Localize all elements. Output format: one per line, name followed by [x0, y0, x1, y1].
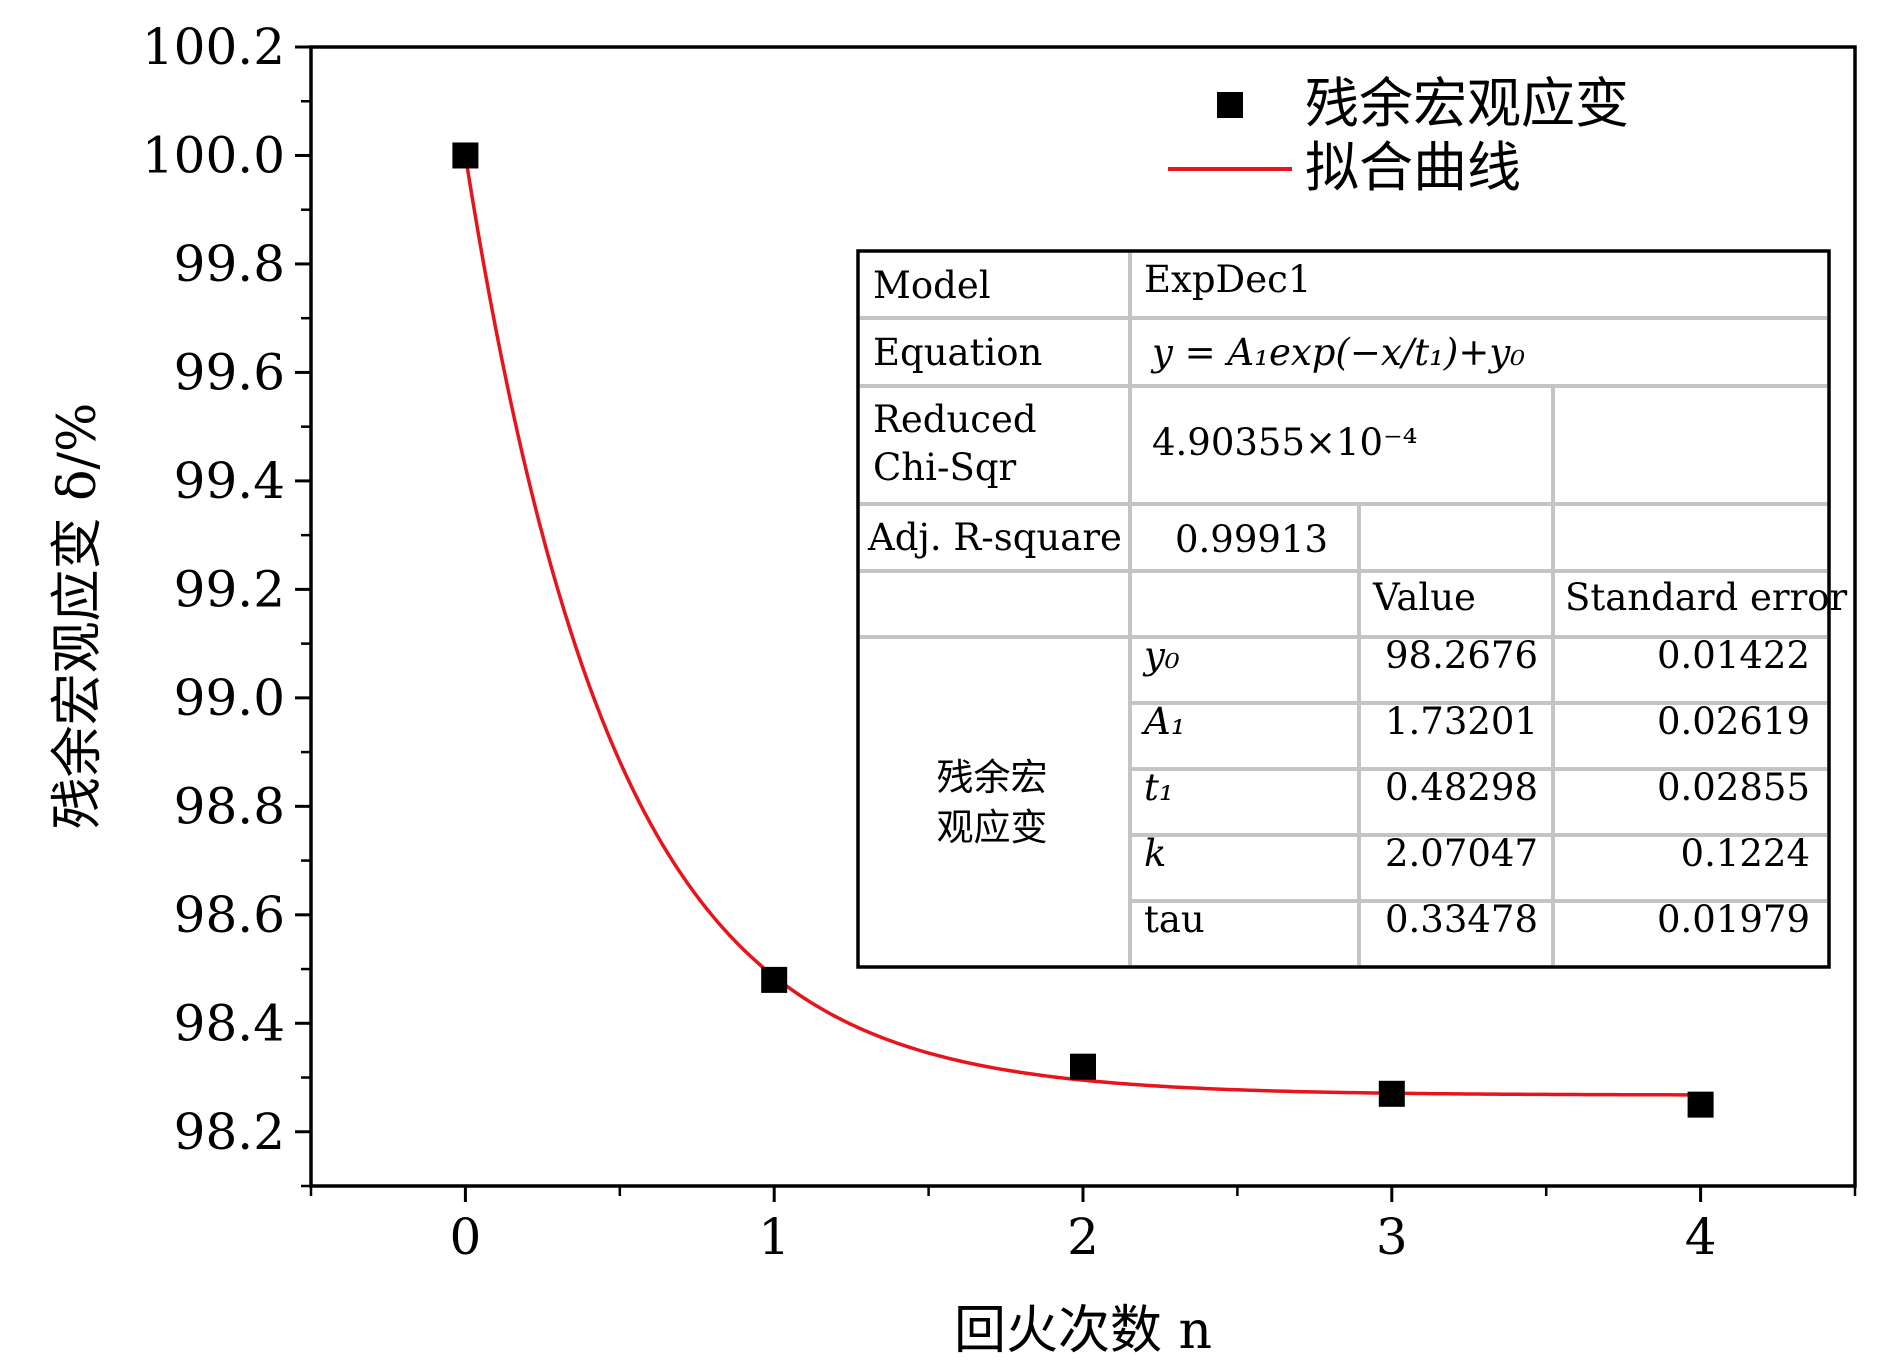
y-tick-label: 98.4: [174, 994, 285, 1052]
data-point: [761, 966, 788, 993]
param-value: 1.73201: [1385, 700, 1538, 743]
y-tick-label: 98.8: [174, 777, 285, 835]
x-tick-label: 2: [1067, 1208, 1099, 1266]
param-error: 0.02855: [1657, 766, 1810, 809]
y-tick-label: 98.2: [174, 1103, 285, 1161]
data-point: [1070, 1053, 1096, 1080]
legend-marker-scatter: [1217, 92, 1243, 118]
y-axis-title: 残余宏观应变 δ/%: [48, 403, 108, 830]
param-name: y₀: [1142, 634, 1180, 677]
y-tick-label: 98.6: [174, 886, 285, 944]
y-tick-label: 99.6: [174, 343, 285, 401]
data-point: [452, 142, 479, 169]
param-name: A₁: [1141, 700, 1186, 743]
param-name: t₁: [1144, 766, 1174, 809]
param-name: k: [1144, 832, 1166, 875]
table-chisq-label-2: Chi-Sqr: [873, 446, 1017, 489]
y-tick-label: 99.8: [174, 235, 285, 293]
table-col-error: Standard error: [1565, 576, 1848, 619]
table-chisq-label: Reduced: [873, 398, 1037, 441]
y-tick-label: 100.2: [142, 18, 285, 76]
y-tick-label: 99.2: [174, 560, 285, 618]
table-equation-value: y = A₁exp(−x/t₁)+y₀: [1150, 331, 1525, 374]
x-tick-label: 3: [1376, 1208, 1408, 1266]
table-chisq-value: 4.90355×10⁻⁴: [1152, 421, 1417, 464]
param-error: 0.1224: [1681, 832, 1810, 875]
y-axis: 98.2 98.4 98.6 98.8 99.0 99.2 99.4 99.6 99.8 100.…: [142, 18, 311, 1188]
table-adjr-label: Adj. R-square: [867, 516, 1122, 559]
fit-curve: [463, 155, 1701, 1097]
x-axis-title: 回火次数 n: [954, 1301, 1212, 1361]
data-point: [1378, 1080, 1405, 1107]
fit-results-table: Model ExpDec1 Equation y = A₁exp(−x/t₁)+…: [856, 249, 1848, 969]
table-adjr-value: 0.99913: [1175, 518, 1328, 561]
y-tick-label: 99.4: [174, 452, 285, 510]
table-model-label: Model: [873, 264, 991, 307]
param-value: 2.07047: [1385, 832, 1538, 875]
param-name: tau: [1144, 898, 1205, 941]
table-equation-label: Equation: [873, 331, 1042, 374]
legend-label-scatter: 残余宏观应变: [1305, 72, 1629, 135]
param-value: 0.48298: [1385, 766, 1538, 809]
x-tick-label: 1: [758, 1208, 790, 1266]
data-point: [1687, 1091, 1714, 1118]
y-tick-label: 100.0: [142, 126, 285, 184]
param-error: 0.01979: [1657, 898, 1810, 941]
param-value: 98.2676: [1385, 634, 1538, 677]
data-points: [452, 142, 1714, 1118]
x-tick-label: 4: [1685, 1208, 1717, 1266]
table-group-label: 残余宏: [937, 756, 1048, 799]
x-axis: 0 1 2 3 4: [309, 1186, 1857, 1266]
legend: 残余宏观应变 拟合曲线: [1168, 72, 1629, 199]
table-group-label-2: 观应变: [937, 806, 1048, 849]
table-col-value: Value: [1372, 576, 1476, 619]
param-error: 0.02619: [1657, 700, 1810, 743]
x-tick-label: 0: [449, 1208, 481, 1266]
legend-label-line: 拟合曲线: [1305, 136, 1521, 199]
y-tick-label: 99.0: [174, 669, 285, 727]
table-model-value: ExpDec1: [1144, 258, 1311, 301]
param-error: 0.01422: [1657, 634, 1810, 677]
param-value: 0.33478: [1385, 898, 1538, 941]
